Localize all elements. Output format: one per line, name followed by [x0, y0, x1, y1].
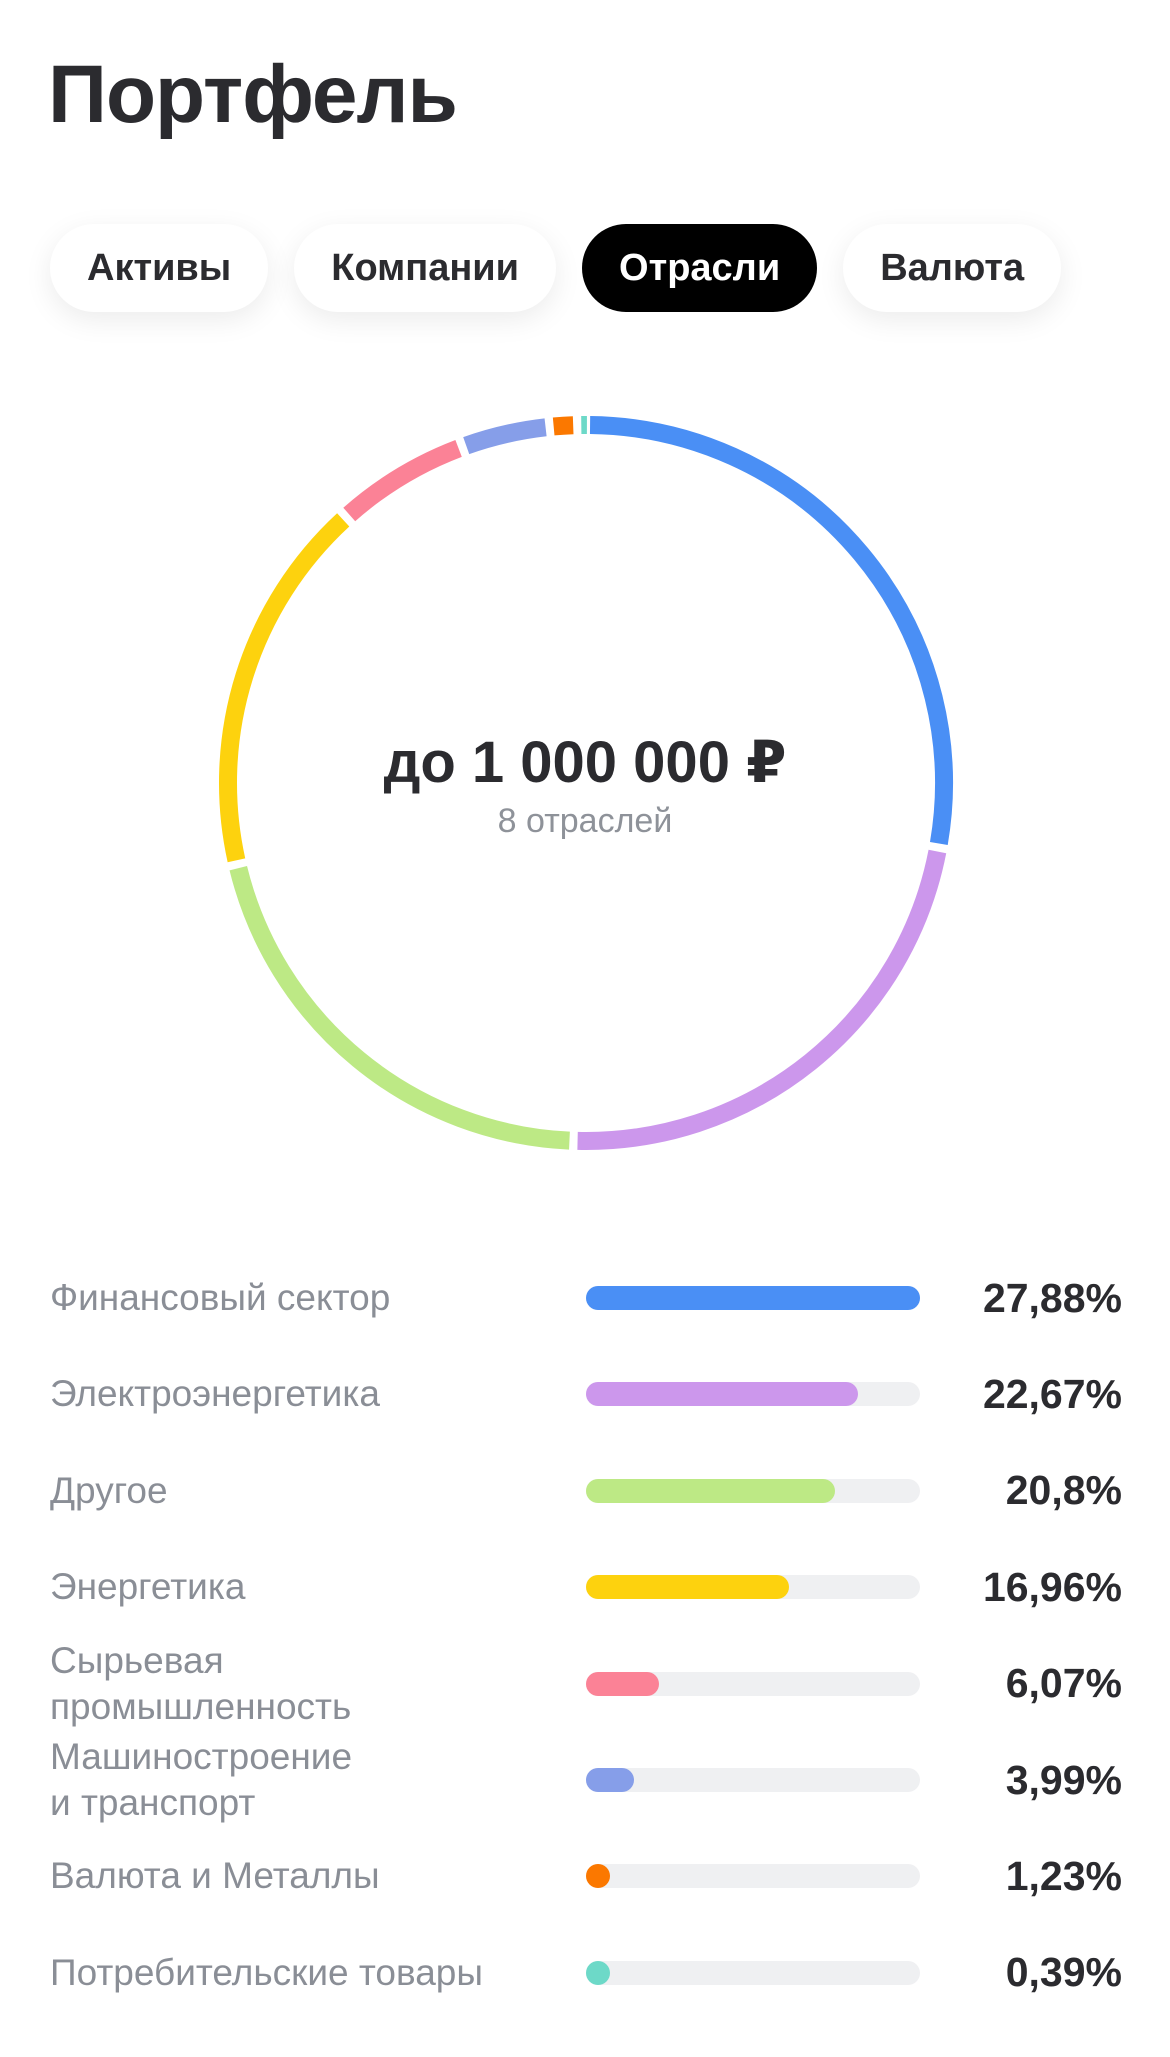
sector-row: Другое 20,8%: [0, 1443, 1170, 1539]
sector-percent: 1,23%: [1005, 1852, 1122, 1899]
sector-name: Финансовый сектор: [50, 1277, 391, 1318]
bar: [586, 1768, 634, 1792]
bar: [586, 1671, 659, 1696]
sector-name: Электроэнергетика: [50, 1373, 380, 1415]
sector-name: Энергетика: [50, 1566, 246, 1608]
donut-segment: [463, 418, 547, 455]
sector-name: Потребительские товары: [50, 1951, 483, 1993]
sector-percent: 20,8%: [1005, 1467, 1122, 1514]
donut-segment: [552, 416, 574, 436]
tab[interactable]: Отрасли: [582, 224, 818, 312]
sector-row: Электроэнергетика 22,67%: [0, 1346, 1170, 1442]
tab[interactable]: Валюта: [843, 224, 1062, 312]
sector-percent: 22,67%: [982, 1370, 1122, 1417]
bar: [586, 1864, 610, 1889]
amount: до 1 000 000 ₽: [383, 730, 787, 795]
tab-bar: Активы Компании Отрасли Валюта: [50, 224, 1062, 312]
sector-percent: 16,96%: [982, 1563, 1122, 1610]
donut-chart: [219, 416, 953, 1150]
bar-track: [586, 1382, 920, 1407]
bar-track: [586, 1768, 920, 1792]
sector-name: Машиностроение и транспорт: [50, 1736, 353, 1823]
sector-row: Потребительские товары 0,39%: [0, 1925, 1170, 2021]
donut-segment: [577, 849, 947, 1150]
bar-track: [586, 1575, 920, 1600]
page-title: Портфель: [48, 49, 458, 140]
sector-percent: 27,88%: [982, 1274, 1122, 1321]
sector-row: Валюта и Металлы 1,23%: [0, 1828, 1170, 1924]
sector-percent: 6,07%: [1005, 1660, 1122, 1707]
donut-segment: [343, 440, 462, 522]
bar: [586, 1478, 836, 1503]
bar-track: [586, 1671, 920, 1696]
bar: [586, 1286, 920, 1310]
donut-segment: [229, 866, 570, 1150]
sector-row: Сырьевая промышленность 6,07%: [0, 1636, 1170, 1732]
bar-track: [586, 1960, 920, 1985]
tab[interactable]: Активы: [50, 224, 269, 312]
sector-percent: 0,39%: [1005, 1949, 1122, 1996]
bar: [586, 1575, 790, 1600]
donut-segment: [589, 416, 953, 846]
sector-row: Энергетика 16,96%: [0, 1539, 1170, 1635]
bar-track: [586, 1286, 920, 1310]
sector-row: Машиностроение и транспорт 3,99%: [0, 1732, 1170, 1828]
bar: [586, 1382, 858, 1407]
bar-track: [586, 1478, 920, 1503]
sector-name: Валюта и Металлы: [50, 1855, 380, 1897]
donut-segment: [219, 513, 350, 863]
sector-count: 8 отраслей: [497, 802, 673, 840]
tab[interactable]: Компании: [294, 224, 557, 312]
bar-track: [586, 1864, 920, 1889]
sector-percent: 3,99%: [1005, 1756, 1122, 1803]
sector-name: Сырьевая промышленность: [50, 1639, 352, 1727]
sector-name: Другое: [50, 1469, 168, 1511]
bar: [586, 1960, 610, 1985]
sector-row: Финансовый сектор 27,88%: [0, 1250, 1170, 1346]
